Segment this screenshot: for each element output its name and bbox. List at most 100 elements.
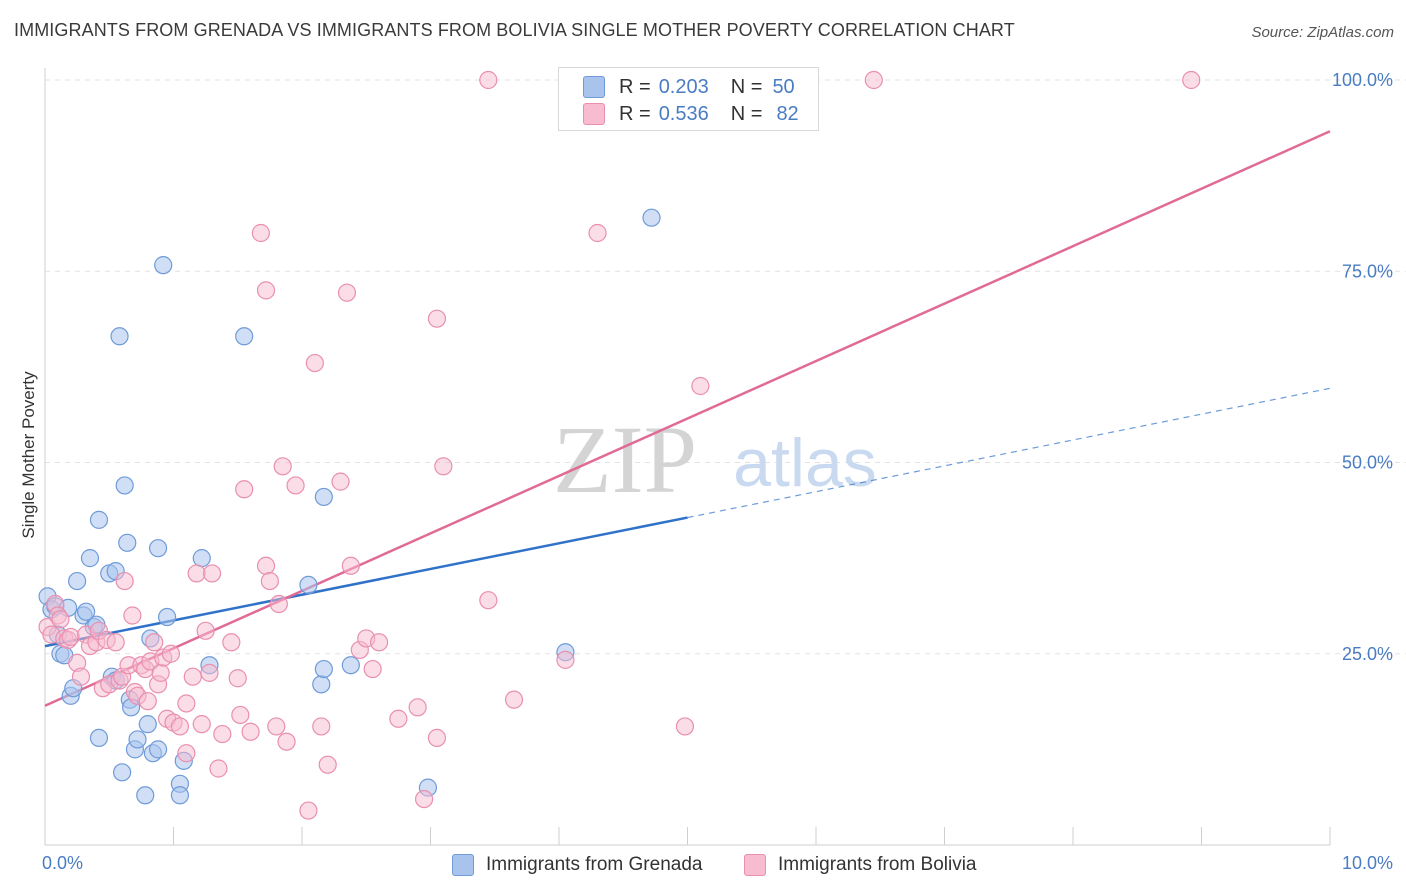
point-bolivia: [389, 709, 408, 728]
point-bolivia: [170, 717, 190, 736]
point-grenada: [110, 327, 129, 346]
point-grenada: [341, 656, 360, 675]
point-bolivia: [556, 650, 575, 669]
point-bolivia: [588, 223, 607, 243]
trend-line-bolivia: [44, 130, 1331, 707]
legend-n-label: N =: [730, 75, 763, 98]
point-bolivia: [51, 610, 70, 629]
point-grenada: [157, 607, 177, 627]
legend-row-bolivia: R = 0.536 N = 82: [583, 101, 799, 127]
source-attribution: Source: ZipAtlas.com: [1251, 24, 1394, 41]
point-bolivia: [414, 789, 434, 809]
point-bolivia: [299, 801, 318, 820]
chart-title: IMMIGRANTS FROM GRENADA VS IMMIGRANTS FR…: [14, 20, 1015, 40]
axes: [44, 68, 1331, 846]
legend-n-label: N =: [730, 102, 763, 125]
point-bolivia: [286, 476, 305, 495]
point-bolivia: [231, 705, 250, 725]
point-grenada: [89, 728, 109, 748]
legend: R = 0.203 N = 50 R = 0.536 N = 82: [558, 67, 819, 131]
legend-swatch-bolivia: [583, 103, 605, 125]
x-tick-label: 0.0%: [42, 853, 83, 873]
point-grenada: [312, 675, 331, 694]
point-grenada: [299, 575, 318, 595]
legend-r-value: 0.536: [658, 102, 709, 125]
point-grenada: [154, 256, 173, 275]
point-grenada: [77, 602, 96, 621]
point-bolivia: [177, 694, 196, 713]
point-grenada: [115, 476, 134, 495]
trend-line-grenada: [44, 516, 688, 648]
point-bolivia: [71, 667, 91, 686]
point-bolivia: [691, 376, 710, 396]
point-bolivia: [267, 717, 286, 736]
point-bolivia: [479, 70, 498, 90]
bottom-legend-grenada: Immigrants from Grenada: [452, 852, 702, 878]
point-bolivia: [363, 659, 382, 679]
point-bolivia: [177, 744, 196, 763]
bottom-legend-swatch-grenada: [452, 854, 474, 876]
point-bolivia: [61, 627, 80, 647]
point-bolivia: [123, 606, 142, 625]
point-bolivia: [187, 564, 206, 583]
legend-r-label: R =: [619, 75, 651, 98]
point-grenada: [148, 740, 168, 759]
point-bolivia: [192, 715, 211, 734]
point-bolivia: [305, 353, 324, 373]
point-bolivia: [202, 564, 222, 583]
watermark-zip: ZIP: [553, 406, 697, 513]
y-tick-label: 50.0%: [1342, 453, 1393, 473]
point-bolivia: [200, 663, 219, 682]
point-grenada: [89, 510, 109, 529]
point-grenada: [314, 487, 333, 507]
point-bolivia: [434, 457, 453, 476]
point-bolivia: [161, 644, 181, 663]
point-grenada: [192, 549, 211, 568]
point-grenada: [136, 786, 155, 805]
points-bolivia: [38, 70, 1201, 820]
legend-r-value: 0.203: [658, 75, 709, 98]
point-bolivia: [228, 669, 247, 688]
point-bolivia: [256, 556, 276, 575]
watermark-atlas: atlas: [733, 425, 877, 501]
point-bolivia: [138, 692, 157, 711]
point-grenada: [314, 659, 333, 679]
point-bolivia: [183, 667, 202, 686]
point-bolivia: [331, 472, 350, 491]
point-bolivia: [427, 728, 447, 748]
point-bolivia: [273, 457, 292, 476]
point-bolivia: [408, 698, 427, 717]
point-bolivia: [222, 633, 241, 652]
point-bolivia: [337, 283, 357, 302]
bottom-legend-swatch-bolivia: [744, 854, 766, 876]
legend-r-label: R =: [619, 102, 651, 125]
bottom-legend-label-grenada: Immigrants from Grenada: [486, 854, 703, 875]
legend-row-grenada: R = 0.203 N = 50: [583, 74, 795, 100]
trend-lines: [44, 130, 1331, 707]
point-grenada: [148, 539, 168, 558]
point-bolivia: [675, 717, 695, 736]
point-bolivia: [479, 591, 498, 610]
point-grenada: [112, 763, 132, 782]
gridlines: [45, 79, 1406, 655]
point-bolivia: [504, 690, 524, 709]
point-bolivia: [256, 281, 276, 300]
y-tick-label: 100.0%: [1332, 70, 1393, 90]
legend-n-value: 50: [772, 75, 795, 98]
point-bolivia: [370, 633, 389, 652]
point-grenada: [138, 715, 157, 734]
point-bolivia: [427, 309, 447, 328]
y-tick-label: 75.0%: [1342, 261, 1393, 281]
point-bolivia: [251, 223, 270, 243]
point-bolivia: [241, 722, 260, 741]
point-grenada: [68, 571, 87, 591]
point-bolivia: [864, 70, 883, 90]
point-bolivia: [260, 571, 279, 591]
bottom-legend-label-bolivia: Immigrants from Bolivia: [778, 854, 977, 875]
point-bolivia: [209, 759, 228, 778]
point-bolivia: [1182, 70, 1201, 90]
legend-swatch-grenada: [583, 76, 605, 98]
point-bolivia: [269, 594, 288, 614]
legend-n-value: 82: [776, 102, 799, 125]
